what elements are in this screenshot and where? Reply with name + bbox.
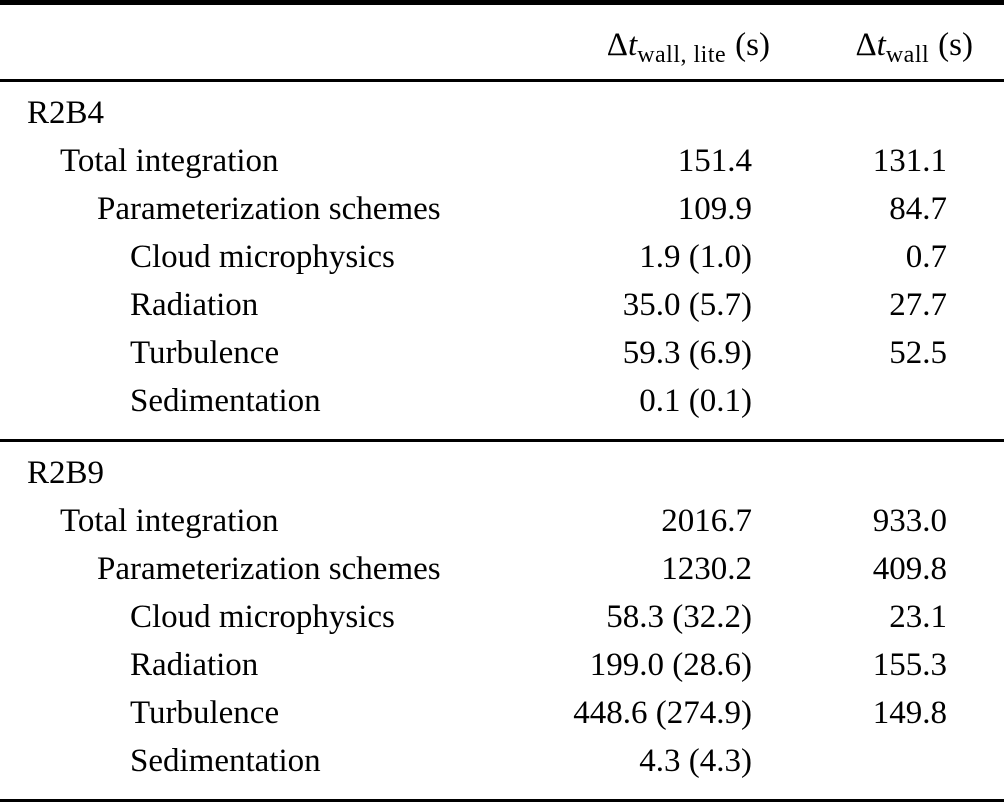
time-variable: t [876, 27, 886, 63]
value-wall-lite: 1.9 (1.0) [639, 239, 752, 275]
value-wall-lite: 448.6 (274.9) [573, 695, 752, 731]
section-header-row: R2B9 [0, 441, 1004, 498]
table-row: Parameterization schemes 109.9 84.7 [0, 185, 1004, 233]
value-wall-lite: 4.3 (4.3) [639, 743, 752, 779]
delta-symbol: Δ [855, 27, 877, 63]
value-wall: 149.8 [872, 695, 947, 731]
section-name: R2B9 [27, 455, 105, 491]
unit-seconds: (s) [735, 27, 770, 63]
section-header-row: R2B4 [0, 81, 1004, 138]
subscript-wall: wall [885, 42, 930, 68]
table-row: Total integration 2016.7 933.0 [0, 497, 1004, 545]
value-wall [775, 377, 1004, 441]
table-row: Cloud microphysics 58.3 (32.2) 23.1 [0, 593, 1004, 641]
row-label: Turbulence [130, 335, 280, 371]
table-row: Total integration 151.4 131.1 [0, 137, 1004, 185]
section-name: R2B4 [27, 95, 105, 131]
subscript-wall-lite: wall, lite [637, 42, 727, 68]
table-row: Radiation 35.0 (5.7) 27.7 [0, 281, 1004, 329]
row-label: Total integration [60, 503, 279, 539]
row-label: Parameterization schemes [97, 551, 441, 587]
value-wall-lite: 35.0 (5.7) [622, 287, 752, 323]
value-wall-lite: 2016.7 [661, 503, 752, 539]
value-wall: 0.7 [905, 239, 947, 275]
row-label: Parameterization schemes [97, 191, 441, 227]
row-label: Cloud microphysics [130, 239, 395, 275]
row-label: Total integration [60, 143, 279, 179]
section-r2b9: R2B9 Total integration 2016.7 933.0 Para… [0, 440, 1004, 801]
row-label: Sedimentation [130, 743, 321, 779]
value-wall: 131.1 [872, 143, 947, 179]
col-header-wall-lite: Δtwall, lite (s) [505, 3, 775, 81]
value-wall-lite: 1230.2 [661, 551, 752, 587]
value-wall-lite: 59.3 (6.9) [622, 335, 752, 371]
table-row: Turbulence 59.3 (6.9) 52.5 [0, 329, 1004, 377]
empty-header-cell [0, 3, 505, 81]
col-header-wall: Δtwall (s) [775, 3, 1004, 81]
value-wall: 409.8 [872, 551, 947, 587]
table-row: Turbulence 448.6 (274.9) 149.8 [0, 689, 1004, 737]
value-wall: 23.1 [889, 599, 947, 635]
table-row: Parameterization schemes 1230.2 409.8 [0, 545, 1004, 593]
value-wall-lite: 151.4 [677, 143, 752, 179]
table-row: Sedimentation 0.1 (0.1) [0, 377, 1004, 441]
value-wall-lite: 0.1 (0.1) [639, 383, 752, 419]
unit-seconds: (s) [938, 27, 973, 63]
row-label: Sedimentation [130, 383, 321, 419]
value-wall: 933.0 [872, 503, 947, 539]
value-wall [775, 737, 1004, 801]
value-wall: 84.7 [889, 191, 947, 227]
delta-symbol: Δ [606, 27, 629, 63]
value-wall-lite: 58.3 (32.2) [606, 599, 752, 635]
header-row: Δtwall, lite (s) Δtwall (s) [0, 3, 1004, 81]
table-head: Δtwall, lite (s) Δtwall (s) [0, 3, 1004, 81]
table-row: Radiation 199.0 (28.6) 155.3 [0, 641, 1004, 689]
time-variable: t [628, 27, 638, 63]
value-wall: 27.7 [889, 287, 947, 323]
value-wall: 52.5 [889, 335, 947, 371]
row-label: Radiation [130, 647, 259, 683]
value-wall-lite: 199.0 (28.6) [589, 647, 752, 683]
row-label: Cloud microphysics [130, 599, 395, 635]
value-wall-lite: 109.9 [677, 191, 752, 227]
table-row: Cloud microphysics 1.9 (1.0) 0.7 [0, 233, 1004, 281]
row-label: Radiation [130, 287, 259, 323]
value-wall: 155.3 [872, 647, 947, 683]
table-row: Sedimentation 4.3 (4.3) [0, 737, 1004, 801]
row-label: Turbulence [130, 695, 280, 731]
section-r2b4: R2B4 Total integration 151.4 131.1 Param… [0, 81, 1004, 441]
